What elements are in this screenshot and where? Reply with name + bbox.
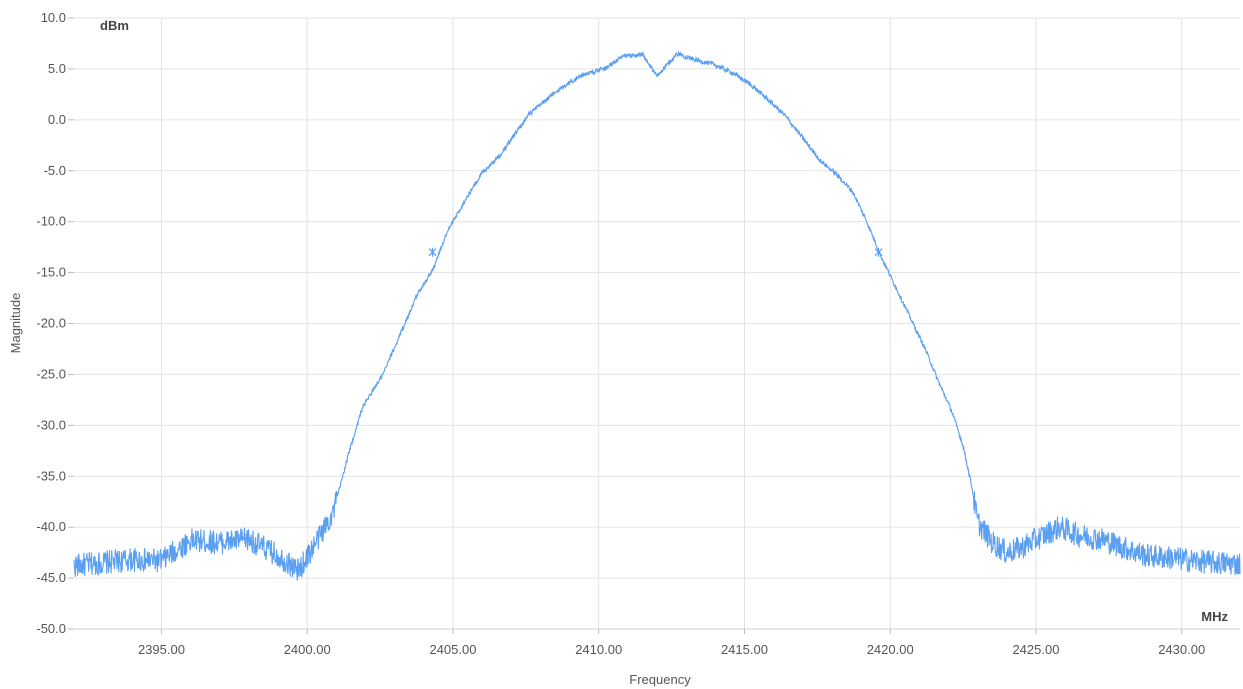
y-axis-ticks: 10.0 5.0 0.0 -5.0 -10.0 -15.0 -20.0 -25.0 -30.0 -… <box>36 10 74 636</box>
y-tick-label: -40.0 <box>36 519 66 534</box>
y-tick-label: -10.0 <box>36 214 66 229</box>
y-tick-label: -50.0 <box>36 621 66 636</box>
y-tick-label: 0.0 <box>48 112 66 127</box>
y-tick-label: -30.0 <box>36 417 66 432</box>
x-axis-title: Frequency <box>629 672 691 687</box>
x-tick-label: 2405.00 <box>429 642 476 657</box>
x-tick-label: 2415.00 <box>721 642 768 657</box>
x-tick-label: 2400.00 <box>284 642 331 657</box>
y-axis-title: Magnitude <box>8 293 23 354</box>
x-tick-label: 2425.00 <box>1012 642 1059 657</box>
y-tick-label: 10.0 <box>41 10 66 25</box>
series-layer <box>73 50 1241 581</box>
x-axis-ticks: 2395.00 2400.00 2405.00 2410.00 2415.00 2420.… <box>138 629 1205 657</box>
bandwidth-marker <box>428 247 437 257</box>
y-tick-label: -5.0 <box>44 163 66 178</box>
y-tick-label: -20.0 <box>36 316 66 331</box>
spectrum-trace <box>73 50 1241 581</box>
x-tick-label: 2420.00 <box>867 642 914 657</box>
y-tick-label: -35.0 <box>36 468 66 483</box>
x-tick-label: 2395.00 <box>138 642 185 657</box>
x-unit-label: MHz <box>1201 609 1228 624</box>
y-tick-label: -15.0 <box>36 265 66 280</box>
bandwidth-marker <box>874 247 883 257</box>
y-tick-label: -25.0 <box>36 366 66 381</box>
x-tick-label: 2410.00 <box>575 642 622 657</box>
y-tick-label: -45.0 <box>36 570 66 585</box>
y-unit-label: dBm <box>100 18 129 33</box>
y-tick-label: 5.0 <box>48 61 66 76</box>
x-tick-label: 2430.00 <box>1158 642 1205 657</box>
